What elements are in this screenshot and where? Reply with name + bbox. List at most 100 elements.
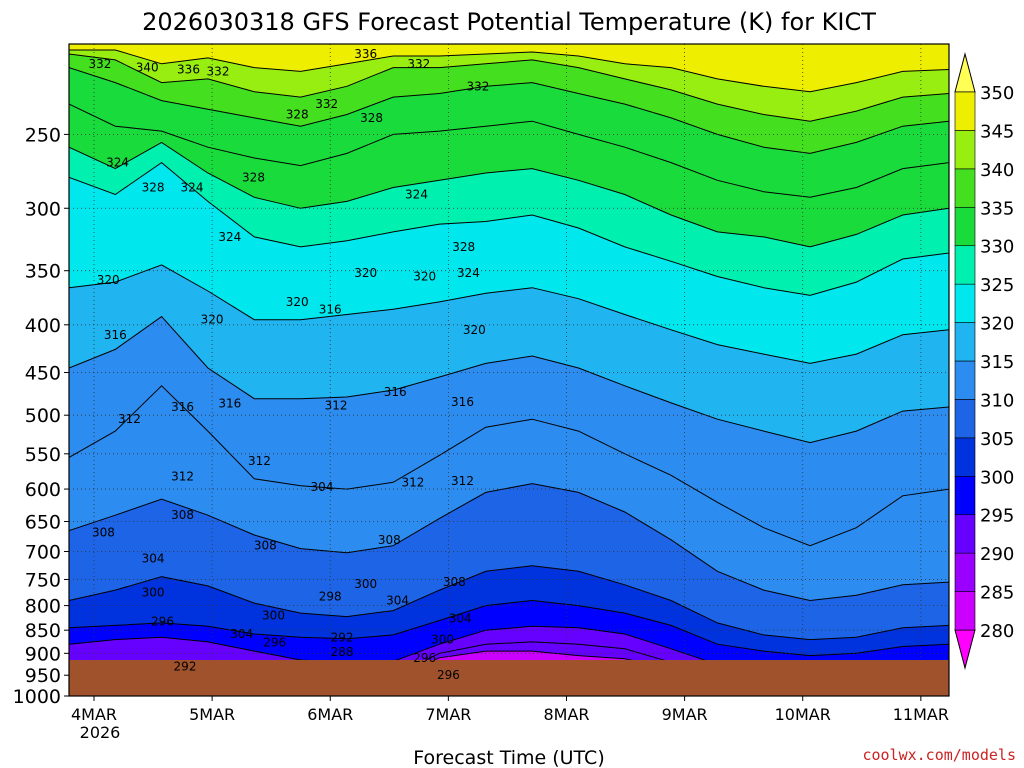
colorbar-label: 285 [980, 583, 1014, 604]
colorbar-swatch [954, 245, 976, 285]
contour-label: 328 [142, 181, 165, 195]
contour-label: 332 [88, 57, 111, 71]
colorbar-label: 320 [980, 314, 1014, 335]
y-tick-label: 650 [25, 511, 61, 533]
contour-label: 308 [378, 533, 401, 547]
contour-label: 288 [331, 645, 354, 659]
contour-label: 320 [354, 266, 377, 280]
contour-label: 328 [286, 108, 309, 122]
colorbar-swatch [954, 552, 976, 592]
contour-label: 308 [443, 575, 466, 589]
colorbar-swatch [954, 206, 976, 247]
contour-label: 308 [92, 526, 115, 540]
colorbar-swatch [954, 283, 976, 323]
contour-label: 312 [118, 412, 141, 426]
contour-label: 320 [286, 295, 309, 309]
colorbar-bottom-arrow [954, 629, 976, 670]
y-tick-label: 900 [25, 643, 61, 665]
colorbar-label: 345 [980, 121, 1014, 142]
y-tick-label: 950 [25, 665, 61, 687]
colorbar-swatch [954, 399, 976, 439]
contour-label: 340 [136, 61, 159, 75]
contour-label: 316 [451, 395, 474, 409]
x-tick-label: 7MAR [425, 705, 471, 724]
x-tick-label: 5MAR [189, 705, 235, 724]
contour-label: 316 [104, 328, 127, 342]
colorbar-swatch [954, 475, 976, 516]
contour-label: 320 [201, 313, 224, 327]
x-axis: 4MAR 5MAR 6MAR 7MAR 8MAR 9MAR 10MAR 11MAR [71, 696, 949, 724]
isentrope-line [69, 565, 949, 641]
contour-label: 316 [384, 385, 407, 399]
colorbar-label: 310 [980, 390, 1014, 411]
y-tick-label: 450 [25, 363, 61, 385]
colorbar-label: 280 [980, 621, 1014, 642]
band-fill [69, 44, 949, 92]
x-tick-label: 4MAR [71, 705, 117, 724]
colorbar-label: 330 [980, 237, 1014, 258]
contour-label: 296 [437, 668, 460, 682]
contour-label: 292 [331, 631, 354, 645]
theta-color-bands [69, 44, 949, 696]
contour-label: 312 [171, 470, 194, 484]
contour-label: 292 [174, 660, 197, 674]
watermark-text: coolwx.com/models [862, 746, 1016, 764]
y-tick-label: 1000 [13, 686, 61, 708]
contour-label: 312 [325, 398, 348, 412]
contour-label: 336 [177, 63, 200, 77]
contour-label: 296 [263, 635, 286, 649]
contour-label: 304 [311, 480, 334, 494]
y-axis: 2503003504004505005506006507007508008509… [13, 124, 69, 708]
colorbar-label: 315 [980, 352, 1014, 373]
contour-label: 320 [97, 273, 120, 287]
ground-band [69, 660, 949, 696]
plot-area: 332 340 336 332 336 332 332 324 328 324 328 328 332 3… [68, 43, 950, 697]
contour-label: 324 [457, 266, 480, 280]
colorbar-legend: 280 285 290 295 300 305 310 315 320 325 330 335 340 3… [954, 52, 1014, 670]
colorbar-top-arrow [954, 52, 976, 93]
plot-frame [68, 43, 950, 697]
chart-title: 2026030318 GFS Forecast Potential Temper… [142, 8, 876, 36]
contour-labels: 332 340 336 332 336 332 332 324 328 324 328 328 332 3… [88, 47, 489, 682]
y-tick-label: 750 [25, 569, 61, 591]
isentrope-line [69, 49, 949, 93]
y-tick-label: 500 [25, 405, 61, 427]
x-tick-label: 6MAR [307, 705, 353, 724]
x-axis-title: Forecast Time (UTC) [413, 747, 604, 768]
contour-label: 296 [151, 615, 174, 629]
contour-label: 300 [262, 609, 285, 623]
contour-label: 304 [449, 612, 472, 626]
y-tick-label: 350 [25, 261, 61, 283]
contour-label: 332 [466, 79, 489, 93]
contour-label: 300 [142, 586, 165, 600]
contour-label: 332 [207, 64, 230, 78]
contour-label: 324 [106, 156, 129, 170]
colorbar-swatch [954, 437, 976, 477]
contour-label: 316 [218, 397, 241, 411]
x-tick-label: 10MAR [775, 705, 831, 724]
contour-label: 316 [171, 400, 194, 414]
y-tick-label: 400 [25, 315, 61, 337]
contour-label: 312 [401, 475, 424, 489]
contour-label: 296 [413, 651, 436, 665]
contour-label: 324 [405, 188, 428, 202]
x-axis-year-label: 2026 [80, 723, 121, 742]
isentrope-line [69, 385, 949, 547]
isentrope-line [69, 599, 949, 657]
colorbar-swatch [954, 168, 976, 208]
contour-label: 308 [254, 539, 277, 553]
colorbar-swatch [954, 360, 976, 400]
colorbar-label: 340 [980, 160, 1014, 181]
contour-label: 328 [452, 240, 475, 254]
colorbar-swatch [954, 130, 976, 170]
y-tick-label: 250 [25, 124, 61, 146]
isentrope-line [69, 483, 949, 602]
colorbar-swatch [954, 322, 976, 362]
isentrope-line [69, 264, 949, 364]
contour-label: 312 [248, 454, 271, 468]
colorbar-label: 335 [980, 198, 1014, 219]
x-tick-label: 9MAR [662, 705, 708, 724]
contour-label: 300 [431, 633, 454, 647]
colorbar-label: 325 [980, 275, 1014, 296]
